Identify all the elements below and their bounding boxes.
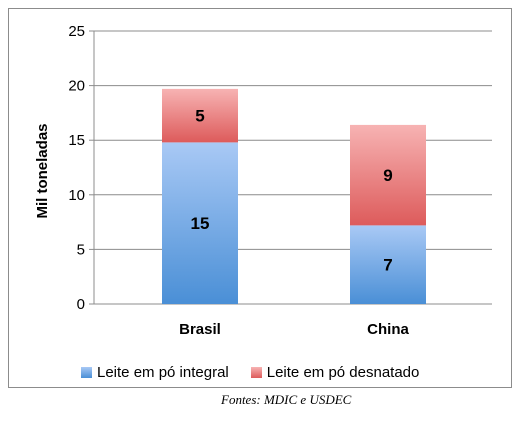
legend-swatch-integral <box>81 367 92 378</box>
data-label-china-series-1: 9 <box>383 166 392 185</box>
y-tick-label-25: 25 <box>68 23 85 40</box>
y-tick-label-5: 5 <box>77 241 85 258</box>
y-axis-title: Mil toneladas <box>34 123 51 218</box>
data-label-brasil-series-0: 15 <box>191 214 210 233</box>
y-tick-label-10: 10 <box>68 187 85 204</box>
y-tick-label-20: 20 <box>68 78 85 95</box>
bar-china-series-0 <box>350 225 426 304</box>
legend-label-integral: Leite em pó integral <box>97 364 229 381</box>
labels: 0 5 10 15 20 25 15 5 Brasil 7 9 China <box>68 23 409 338</box>
category-label-china: China <box>367 321 409 338</box>
source-note: Fontes: MDIC e USDEC <box>221 392 352 407</box>
legend: Leite em pó integral Leite em pó desnata… <box>81 364 419 381</box>
legend-swatch-desnatado <box>250 367 262 378</box>
bar-brasil-series-0 <box>162 142 238 304</box>
bar-brasil-series-1 <box>162 88 238 143</box>
y-tick-label-15: 15 <box>68 132 85 149</box>
bars <box>162 88 426 304</box>
stacked-bar-chart: 0 5 10 15 20 25 15 5 Brasil 7 9 China Mil toneladas <box>34 23 492 338</box>
legend-label-desnatado: Leite em pó desnatado <box>266 364 420 381</box>
bar-china-series-1 <box>350 124 426 226</box>
legend-item-integral: Leite em pó integral <box>81 364 229 381</box>
legend-item-desnatado: Leite em pó desnatado <box>250 364 420 381</box>
chart-frame: 0 5 10 15 20 25 15 5 Brasil 7 9 China Mil toneladas… <box>8 8 512 388</box>
gridlines <box>89 30 492 305</box>
data-label-china-series-0: 7 <box>383 256 392 275</box>
y-tick-label-0: 0 <box>77 296 85 313</box>
data-label-brasil-series-1: 5 <box>195 107 204 126</box>
category-label-brasil: Brasil <box>179 321 221 338</box>
